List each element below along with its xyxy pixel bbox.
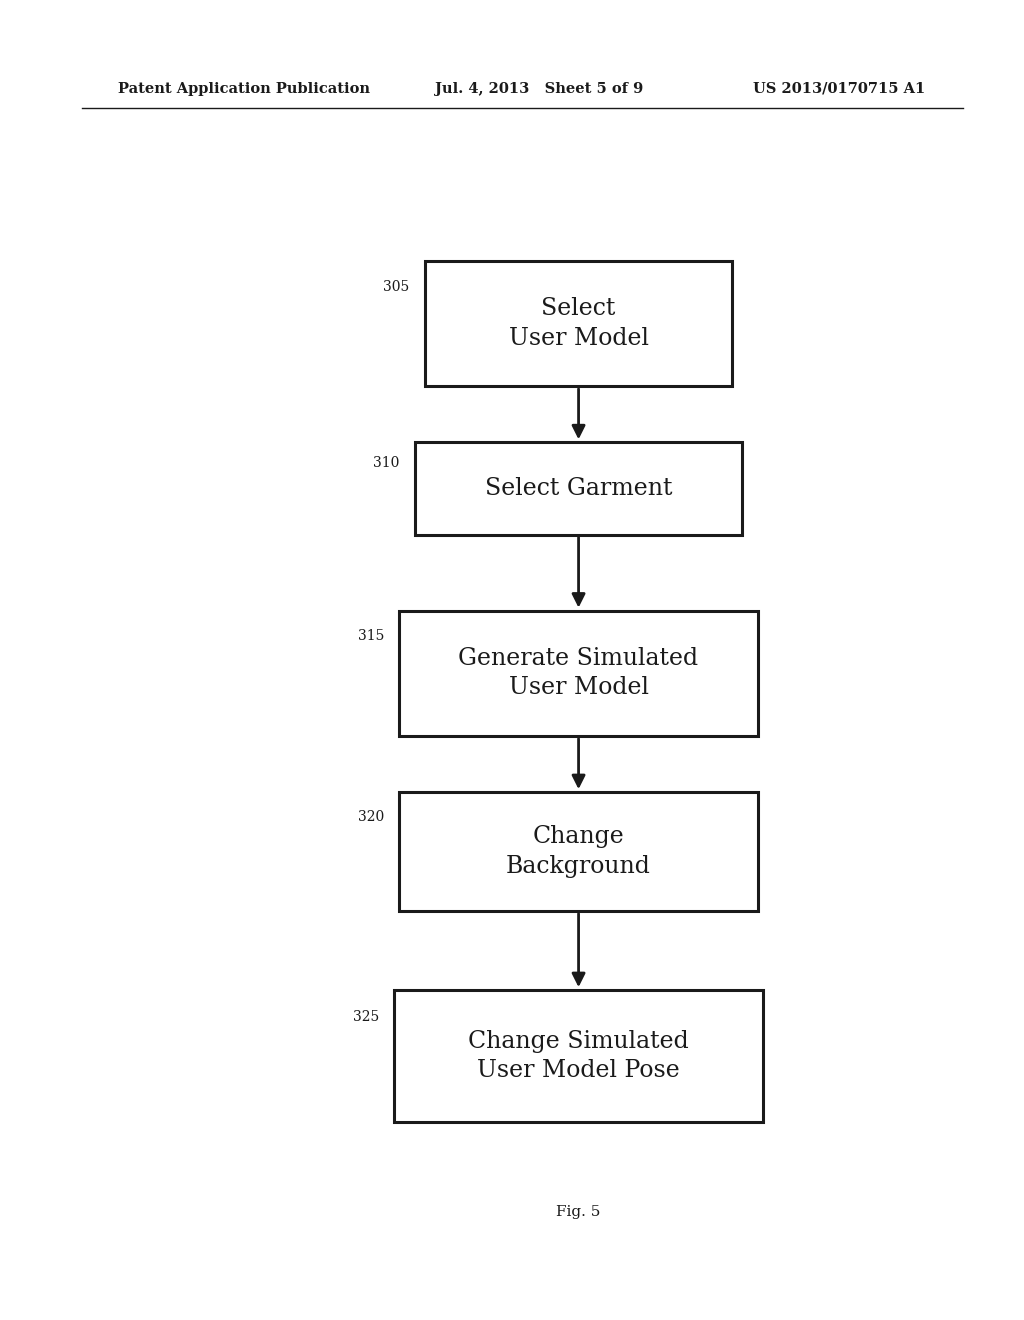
Text: Patent Application Publication: Patent Application Publication [118,82,370,96]
Text: 310: 310 [373,457,399,470]
Text: Fig. 5: Fig. 5 [556,1205,601,1218]
Text: Generate Simulated
User Model: Generate Simulated User Model [459,647,698,700]
Text: US 2013/0170715 A1: US 2013/0170715 A1 [753,82,925,96]
Text: Change
Background: Change Background [506,825,651,878]
FancyBboxPatch shape [394,990,763,1122]
Text: 315: 315 [357,630,384,643]
Text: 305: 305 [383,280,410,293]
FancyBboxPatch shape [399,610,758,737]
Text: 325: 325 [352,1010,379,1024]
Text: Select
User Model: Select User Model [509,297,648,350]
FancyBboxPatch shape [415,442,742,535]
Text: Change Simulated
User Model Pose: Change Simulated User Model Pose [468,1030,689,1082]
Text: 320: 320 [357,810,384,824]
FancyBboxPatch shape [425,261,732,385]
Text: Jul. 4, 2013   Sheet 5 of 9: Jul. 4, 2013 Sheet 5 of 9 [435,82,643,96]
Text: Select Garment: Select Garment [484,477,673,500]
FancyBboxPatch shape [399,792,758,911]
